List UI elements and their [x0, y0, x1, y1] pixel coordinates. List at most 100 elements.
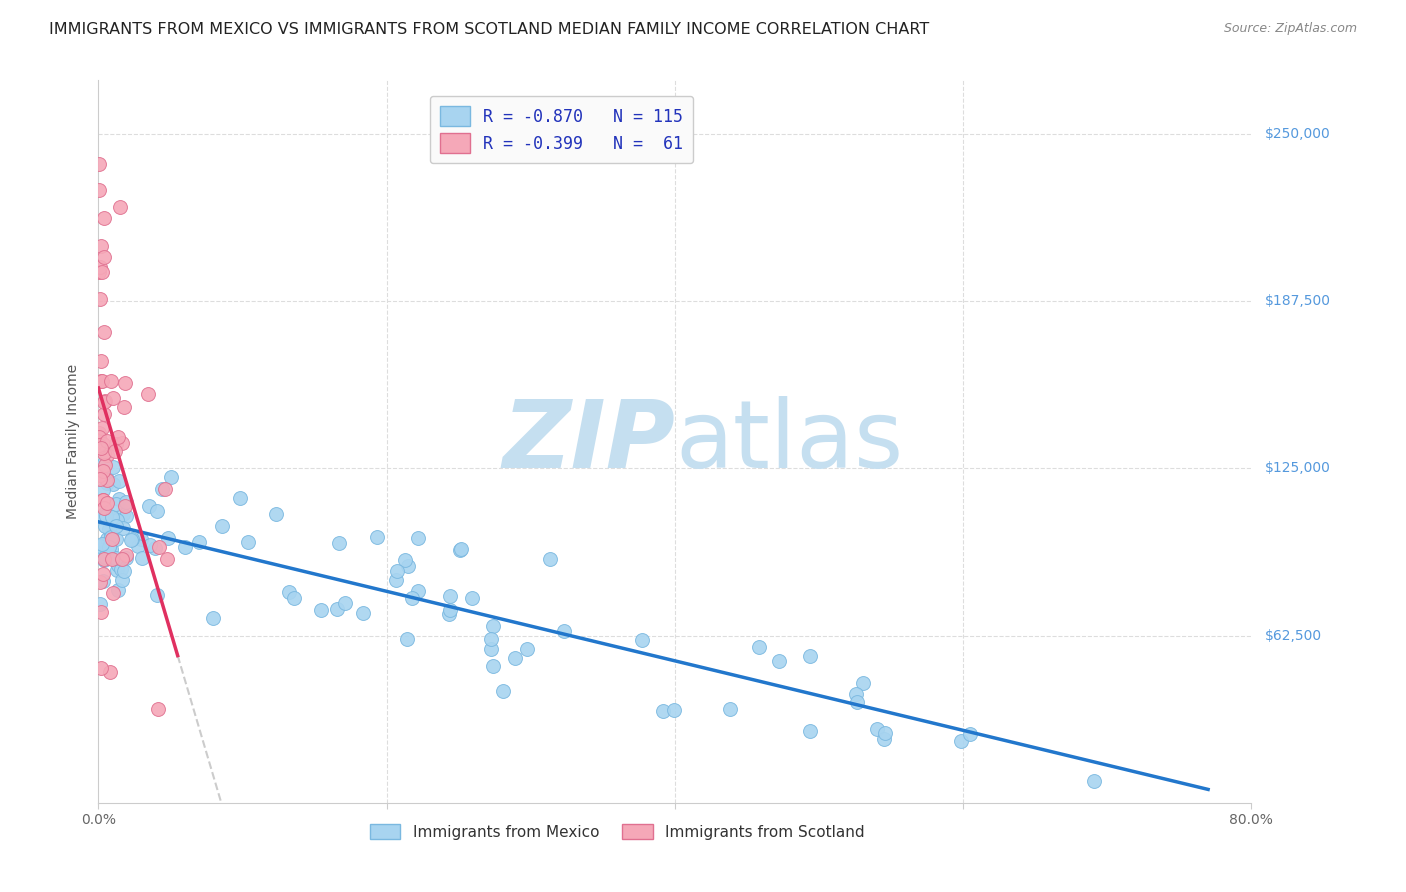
Point: [111, 552, 134, 566]
Point: [139, 538, 162, 552]
Point: [96, 532, 118, 546]
Point: [768, 654, 790, 668]
Point: [309, 602, 332, 616]
Point: [89, 547, 111, 561]
Point: [89, 183, 111, 197]
Point: [89, 539, 111, 553]
Point: [96, 448, 118, 462]
Point: [631, 632, 654, 647]
Point: [505, 650, 527, 665]
Point: [105, 550, 128, 565]
Point: [104, 436, 127, 450]
Point: [148, 702, 170, 716]
Point: [96, 496, 118, 510]
Point: [112, 564, 135, 578]
Point: [333, 596, 356, 610]
Point: [112, 520, 135, 534]
Point: [107, 492, 129, 507]
Point: [91, 493, 114, 508]
Point: [115, 548, 138, 562]
Point: [112, 400, 135, 414]
Point: [90, 661, 112, 675]
Point: [96, 476, 118, 491]
Point: [98, 665, 121, 680]
Point: [90, 239, 112, 253]
Point: [148, 540, 170, 554]
Point: [91, 420, 114, 434]
Point: [114, 499, 136, 513]
Point: [94, 549, 117, 564]
Point: [238, 534, 260, 549]
Point: [129, 532, 152, 546]
Point: [188, 534, 211, 549]
Text: IMMIGRANTS FROM MEXICO VS IMMIGRANTS FROM SCOTLAND MEDIAN FAMILY INCOME CORRELAT: IMMIGRANTS FROM MEXICO VS IMMIGRANTS FRO…: [49, 22, 929, 37]
Point: [91, 545, 114, 559]
Point: [872, 731, 894, 746]
Point: [538, 551, 561, 566]
Point: [104, 512, 127, 526]
Point: [93, 506, 115, 520]
Point: [120, 533, 142, 548]
Point: [108, 200, 131, 214]
Point: [90, 509, 112, 524]
Point: [138, 500, 160, 514]
Point: [664, 703, 686, 717]
Point: [278, 585, 301, 599]
Point: [105, 497, 128, 511]
Point: [211, 519, 233, 533]
Point: [406, 531, 429, 545]
Point: [105, 513, 128, 527]
Point: [107, 429, 129, 443]
Point: [89, 468, 111, 483]
Point: [366, 530, 388, 544]
Point: [100, 530, 122, 544]
Point: [799, 648, 821, 663]
Point: [94, 519, 117, 533]
Point: [115, 551, 138, 566]
Point: [89, 265, 111, 279]
Point: [174, 540, 197, 554]
Point: [150, 482, 173, 496]
Point: [101, 552, 124, 566]
Point: [114, 376, 136, 390]
Point: [155, 482, 177, 496]
Point: [228, 491, 250, 505]
Text: ZIP: ZIP: [502, 395, 675, 488]
Point: [100, 529, 122, 543]
Point: [101, 532, 124, 546]
Point: [89, 260, 111, 275]
Point: [394, 553, 416, 567]
Point: [90, 537, 112, 551]
Point: [89, 440, 111, 454]
Point: [352, 606, 374, 620]
Point: [100, 374, 122, 388]
Point: [115, 508, 138, 523]
Point: [461, 591, 484, 605]
Point: [90, 374, 112, 388]
Point: [107, 474, 129, 488]
Point: [89, 157, 111, 171]
Text: $62,500: $62,500: [1265, 629, 1323, 642]
Point: [326, 602, 349, 616]
Point: [396, 559, 419, 574]
Point: [90, 605, 112, 619]
Point: [89, 472, 111, 486]
Point: [96, 434, 118, 448]
Point: [799, 724, 821, 739]
Point: [93, 456, 115, 470]
Point: [89, 437, 111, 451]
Point: [90, 353, 112, 368]
Point: [866, 722, 889, 736]
Point: [110, 562, 132, 576]
Point: [101, 549, 124, 564]
Point: [718, 701, 741, 715]
Point: [264, 507, 287, 521]
Point: [852, 676, 875, 690]
Point: [111, 507, 134, 521]
Point: [103, 459, 125, 474]
Point: [94, 393, 117, 408]
Point: [1083, 773, 1105, 788]
Point: [439, 590, 461, 604]
Point: [492, 684, 515, 698]
Point: [105, 562, 128, 576]
